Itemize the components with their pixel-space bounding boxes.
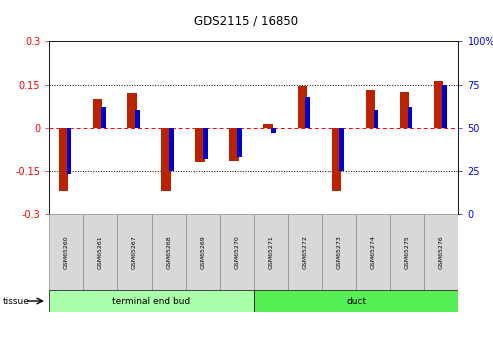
Bar: [101, 107, 106, 128]
Bar: [151, 214, 186, 290]
Bar: [374, 110, 378, 128]
Text: GSM65261: GSM65261: [98, 235, 103, 269]
Bar: [59, 128, 69, 191]
Bar: [254, 214, 288, 290]
Bar: [305, 97, 310, 128]
Bar: [408, 107, 413, 128]
Bar: [237, 128, 242, 157]
Text: GSM65271: GSM65271: [269, 235, 274, 269]
Bar: [229, 128, 239, 161]
Bar: [298, 86, 307, 128]
Bar: [424, 214, 458, 290]
Bar: [117, 214, 151, 290]
Text: GSM65269: GSM65269: [200, 235, 205, 269]
Text: GSM65260: GSM65260: [64, 235, 69, 269]
Text: GSM65272: GSM65272: [303, 235, 308, 269]
Text: tissue: tissue: [2, 296, 30, 306]
Bar: [83, 214, 117, 290]
Bar: [220, 214, 254, 290]
Bar: [135, 110, 140, 128]
Bar: [161, 128, 171, 191]
Bar: [169, 128, 174, 171]
Bar: [186, 214, 220, 290]
Text: GSM65273: GSM65273: [337, 235, 342, 269]
Bar: [127, 93, 137, 128]
Bar: [49, 214, 83, 290]
Text: GDS2115 / 16850: GDS2115 / 16850: [194, 14, 299, 28]
Bar: [263, 124, 273, 128]
Bar: [356, 214, 390, 290]
Text: GSM65268: GSM65268: [166, 235, 171, 269]
Text: GSM65274: GSM65274: [371, 235, 376, 269]
Bar: [390, 214, 424, 290]
Bar: [203, 128, 208, 159]
Bar: [340, 128, 344, 171]
Text: GSM65276: GSM65276: [439, 235, 444, 269]
Bar: [271, 128, 276, 133]
Text: GSM65275: GSM65275: [405, 235, 410, 269]
Bar: [254, 290, 458, 312]
Text: terminal end bud: terminal end bud: [112, 296, 191, 306]
Bar: [93, 99, 103, 128]
Text: duct: duct: [346, 296, 366, 306]
Bar: [366, 90, 375, 128]
Bar: [442, 85, 447, 128]
Bar: [49, 290, 254, 312]
Bar: [434, 81, 444, 128]
Bar: [332, 128, 341, 191]
Bar: [288, 214, 322, 290]
Bar: [322, 214, 356, 290]
Text: GSM65267: GSM65267: [132, 235, 137, 269]
Bar: [67, 128, 71, 174]
Bar: [400, 92, 409, 128]
Bar: [195, 128, 205, 162]
Text: GSM65270: GSM65270: [234, 235, 239, 269]
